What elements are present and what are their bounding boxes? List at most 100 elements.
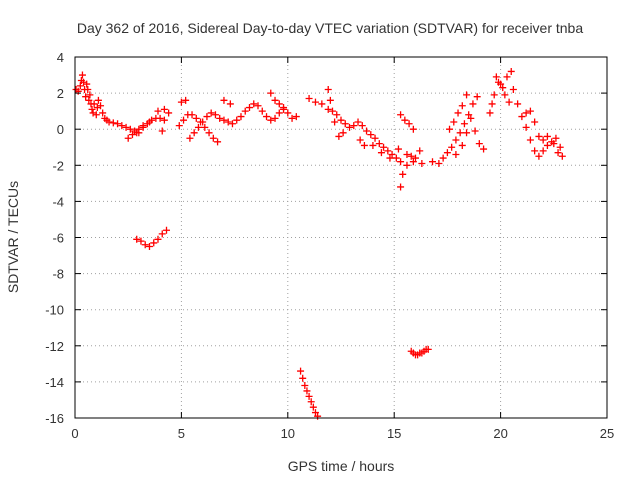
data-point — [503, 73, 511, 81]
data-point — [463, 129, 471, 137]
data-point — [403, 150, 411, 158]
data-point — [74, 87, 82, 95]
data-point — [199, 118, 207, 126]
data-point — [356, 136, 364, 144]
data-point — [137, 237, 145, 245]
data-point — [186, 134, 194, 142]
x-axis-label: GPS time / hours — [288, 458, 395, 474]
data-point — [380, 143, 388, 151]
data-point — [114, 120, 122, 128]
data-point — [154, 235, 162, 243]
plot-area — [72, 67, 566, 420]
data-point — [411, 154, 419, 162]
data-point — [550, 140, 558, 148]
data-point — [399, 170, 407, 178]
data-point — [554, 149, 562, 157]
data-point — [543, 132, 551, 140]
data-point — [254, 102, 262, 110]
data-point — [139, 122, 147, 130]
data-point — [543, 141, 551, 149]
data-point — [135, 125, 143, 133]
data-point — [158, 230, 166, 238]
data-point — [458, 102, 466, 110]
data-point — [397, 158, 405, 166]
data-point — [522, 109, 530, 117]
data-point — [443, 149, 451, 157]
data-point — [203, 113, 211, 121]
y-tick-label: 4 — [57, 50, 64, 65]
data-point — [509, 85, 517, 93]
data-point — [177, 98, 185, 106]
data-point — [452, 150, 460, 158]
data-point — [354, 118, 362, 126]
data-point — [465, 111, 473, 119]
data-point — [275, 100, 283, 108]
x-tick-label: 15 — [387, 426, 401, 441]
data-point — [452, 136, 460, 144]
data-point — [456, 129, 464, 137]
data-point — [324, 105, 332, 113]
data-point — [492, 73, 500, 81]
data-point — [473, 93, 481, 101]
data-point — [78, 71, 86, 79]
data-point — [145, 118, 153, 126]
data-point — [201, 123, 209, 131]
x-tick-label: 25 — [600, 426, 614, 441]
data-point — [531, 118, 539, 126]
data-point — [416, 147, 424, 155]
data-point — [301, 382, 309, 390]
data-point — [94, 96, 102, 104]
data-point — [158, 127, 166, 135]
data-point — [405, 120, 413, 128]
series-low-arc-12 — [407, 345, 432, 359]
data-point — [480, 145, 488, 153]
data-point — [228, 120, 236, 128]
data-point — [83, 80, 91, 88]
y-tick-label: -2 — [52, 158, 64, 173]
data-point — [341, 120, 349, 128]
data-point — [394, 145, 402, 153]
x-tick-label: 10 — [281, 426, 295, 441]
data-point — [150, 239, 158, 247]
data-point — [401, 116, 409, 124]
data-point — [220, 116, 228, 124]
data-point — [175, 122, 183, 130]
data-point — [145, 243, 153, 251]
data-point — [192, 114, 200, 122]
data-point — [99, 109, 107, 117]
data-point — [375, 140, 383, 148]
data-point — [386, 154, 394, 162]
data-point — [267, 89, 275, 97]
data-point — [307, 398, 315, 406]
x-tick-label: 5 — [178, 426, 185, 441]
y-tick-label: -10 — [45, 303, 64, 318]
data-point — [367, 131, 375, 139]
data-point — [318, 100, 326, 108]
data-point — [160, 105, 168, 113]
data-point — [309, 403, 317, 411]
data-point — [424, 345, 432, 353]
data-point — [497, 80, 505, 88]
data-point — [526, 136, 534, 144]
data-point — [126, 125, 134, 133]
data-point — [514, 100, 522, 108]
series-low-arc-13 — [297, 367, 322, 420]
data-point — [258, 107, 266, 115]
data-point — [467, 114, 475, 122]
data-point — [124, 134, 132, 142]
data-point — [267, 116, 275, 124]
data-point — [297, 367, 305, 375]
data-point — [331, 118, 339, 126]
y-tick-label: -6 — [52, 231, 64, 246]
data-point — [350, 122, 358, 130]
y-tick-label: -8 — [52, 267, 64, 282]
data-point — [280, 104, 288, 112]
data-point — [205, 129, 213, 137]
data-point — [360, 141, 368, 149]
x-tick-label: 0 — [71, 426, 78, 441]
data-point — [275, 109, 283, 117]
data-point — [305, 95, 313, 103]
x-axis-ticks: 0 5 10 15 20 25 — [71, 57, 614, 441]
data-point — [346, 123, 354, 131]
data-point — [407, 152, 415, 160]
